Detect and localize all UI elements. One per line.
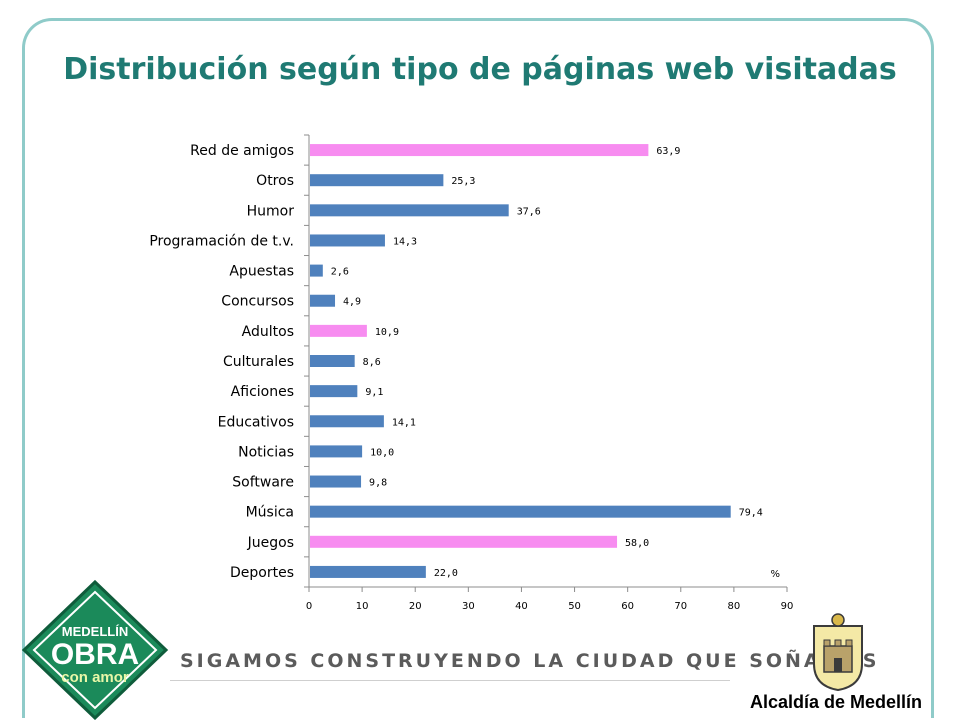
axes-group: Red de amigos 63,9 Otros 25,3 Humor 37,6 Progr… bbox=[149, 134, 794, 612]
value-label: 14,3 bbox=[393, 236, 417, 247]
category-label: Noticias bbox=[238, 444, 294, 460]
category-label: Otros bbox=[256, 173, 294, 189]
x-tick-label: 40 bbox=[515, 601, 528, 612]
unit-label: % bbox=[770, 569, 780, 580]
category-label: Juegos bbox=[247, 535, 294, 551]
bar-red-de-amigos bbox=[310, 144, 649, 157]
bar-programacion-de-t-v bbox=[310, 234, 385, 247]
category-label: Música bbox=[246, 505, 294, 521]
bar-aficiones bbox=[310, 385, 358, 398]
category-label: Educativos bbox=[218, 414, 294, 430]
bar-educativos bbox=[310, 415, 384, 428]
value-label: 37,6 bbox=[517, 206, 541, 217]
x-tick-label: 0 bbox=[306, 601, 312, 612]
category-label: Red de amigos bbox=[190, 143, 294, 159]
bar-noticias bbox=[310, 445, 363, 458]
bar-software bbox=[310, 475, 362, 488]
value-label: 25,3 bbox=[451, 176, 475, 187]
bar-otros bbox=[310, 174, 444, 187]
bar-chart: Red de amigos 63,9 Otros 25,3 Humor 37,6 Progr… bbox=[149, 134, 794, 612]
value-label: 14,1 bbox=[392, 417, 416, 428]
value-label: 79,4 bbox=[739, 508, 763, 519]
category-label: Deportes bbox=[230, 565, 294, 581]
category-label: Adultos bbox=[242, 324, 294, 340]
coat-of-arms-icon bbox=[813, 613, 863, 692]
category-label: Aficiones bbox=[231, 384, 294, 400]
chart-title: Distribución según tipo de páginas web v… bbox=[63, 52, 897, 87]
category-label: Humor bbox=[247, 203, 295, 219]
value-label: 8,6 bbox=[363, 357, 381, 368]
x-tick-label: 30 bbox=[462, 601, 475, 612]
logo-line3: con amor bbox=[61, 669, 129, 686]
x-tick-label: 20 bbox=[409, 601, 422, 612]
bar-culturales bbox=[310, 355, 355, 367]
logo-line2: OBRA bbox=[51, 638, 139, 671]
x-tick-label: 70 bbox=[674, 601, 687, 612]
bar-apuestas bbox=[310, 264, 323, 277]
category-label: Apuestas bbox=[229, 264, 294, 280]
value-label: 10,0 bbox=[370, 447, 394, 458]
value-label: 58,0 bbox=[625, 538, 649, 549]
x-tick-label: 10 bbox=[356, 601, 369, 612]
x-tick-label: 50 bbox=[568, 601, 581, 612]
x-tick-label: 60 bbox=[621, 601, 634, 612]
category-label: Culturales bbox=[223, 354, 294, 370]
bar-juegos bbox=[310, 535, 618, 548]
bars-group bbox=[310, 144, 731, 578]
logo-line1: MEDELLÍN bbox=[62, 624, 128, 639]
bar-humor bbox=[310, 204, 509, 217]
category-label: Programación de t.v. bbox=[149, 233, 294, 249]
institution-name: Alcaldía de Medellín bbox=[750, 692, 923, 712]
value-label: 2,6 bbox=[331, 267, 349, 278]
bar-musica bbox=[310, 505, 731, 518]
x-tick-label: 90 bbox=[781, 601, 794, 612]
footer-divider bbox=[170, 680, 730, 681]
bar-concursos bbox=[310, 294, 336, 307]
medellin-obra-logo: MEDELLÍN OBRA con amor bbox=[21, 579, 169, 720]
value-label: 10,9 bbox=[375, 327, 399, 338]
category-label: Software bbox=[232, 475, 294, 491]
value-label: 63,9 bbox=[656, 146, 680, 157]
value-label: 22,0 bbox=[434, 568, 458, 579]
category-label: Concursos bbox=[221, 294, 294, 310]
value-label: 9,8 bbox=[369, 478, 387, 489]
slide-frame bbox=[22, 18, 934, 718]
bar-deportes bbox=[310, 565, 426, 578]
value-label: 9,1 bbox=[365, 387, 383, 398]
value-label: 4,9 bbox=[343, 297, 361, 308]
bar-adultos bbox=[310, 324, 367, 337]
slogan: SIGAMOS CONSTRUYENDO LA CIUDAD QUE SOÑAM… bbox=[180, 650, 880, 672]
x-tick-label: 80 bbox=[728, 601, 741, 612]
